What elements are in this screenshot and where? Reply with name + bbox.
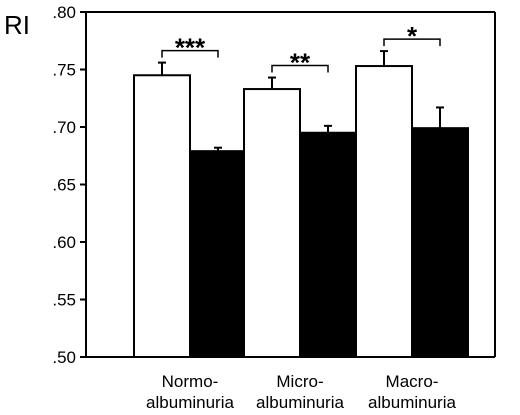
significance-bracket [383, 38, 441, 47]
bar [133, 74, 191, 358]
category-label-line1: Macro- [386, 372, 439, 391]
bars [133, 65, 469, 359]
category-labels: Normo-albuminuria Micro-albuminuria Macro-… [146, 372, 456, 412]
y-tick-label: .80 [52, 3, 76, 22]
category-label-line2: albuminuria [256, 393, 344, 412]
y-tick-label: .65 [52, 176, 76, 195]
y-tick-label: .55 [52, 291, 76, 310]
y-tick-label: .50 [52, 348, 76, 367]
category-label-line2: albuminuria [146, 393, 234, 412]
axes: .50 .55 .60 .65 .70 .75 .80 [52, 3, 496, 367]
y-axis-label: RI [4, 10, 30, 40]
significance-brackets: *** *** [161, 21, 441, 78]
category-label-line2: albuminuria [368, 393, 456, 412]
error-bars [158, 50, 444, 152]
bar [243, 88, 301, 359]
y-tick-label: .60 [52, 233, 76, 252]
significance-label: * [407, 21, 418, 51]
y-tick-label: .70 [52, 118, 76, 137]
category-label-line1: Micro- [276, 372, 323, 391]
bar [355, 65, 413, 359]
bar [189, 150, 247, 358]
bar [299, 131, 357, 358]
significance-bracket [271, 64, 329, 73]
category-label-line1: Normo- [162, 372, 219, 391]
significance-bracket [161, 49, 219, 58]
bar [411, 127, 469, 358]
y-tick-label: .75 [52, 61, 76, 80]
significance-label: ** [290, 48, 311, 78]
significance-label: *** [175, 33, 206, 63]
